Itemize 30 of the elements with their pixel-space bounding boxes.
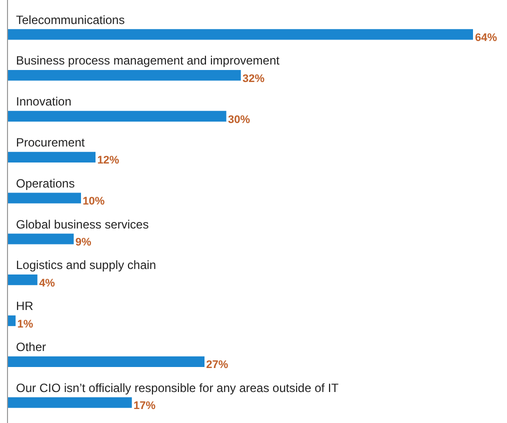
- bar: [8, 234, 74, 244]
- data-label: 30%: [228, 114, 250, 126]
- data-label: 27%: [206, 359, 228, 372]
- bar: [8, 274, 38, 286]
- bar: [8, 315, 16, 326]
- y-tick-label: HR: [16, 299, 34, 314]
- bar: [8, 29, 473, 40]
- data-label: 1%: [17, 318, 34, 330]
- data-label: 9%: [75, 236, 92, 248]
- bar: [8, 110, 226, 122]
- data-label: 10%: [82, 196, 105, 208]
- data-label: 17%: [134, 400, 156, 412]
- y-tick-label: Other: [16, 340, 46, 354]
- y-tick-label: Telecommunications: [16, 12, 125, 27]
- y-tick-label: Our CIO isn’t officially responsible for any areas outside of IT: [16, 380, 340, 395]
- y-tick-label: Innovation: [16, 94, 72, 109]
- data-label: 64%: [475, 32, 498, 44]
- y-tick-label: Operations: [16, 176, 75, 190]
- y-tick-label: Logistics and supply chain: [16, 258, 156, 272]
- y-tick-label: Business process management and improvement: [16, 54, 280, 68]
- bar: [8, 356, 204, 367]
- bar: [8, 152, 96, 162]
- data-label: 4%: [39, 277, 56, 290]
- y-tick-label: Global business services: [16, 217, 149, 232]
- data-label: 12%: [97, 154, 120, 167]
- y-tick-label: Procurement: [16, 135, 86, 150]
- data-label: 32%: [242, 72, 265, 85]
- bar: [8, 192, 81, 204]
- bar: [8, 70, 241, 81]
- bar: [8, 397, 132, 408]
